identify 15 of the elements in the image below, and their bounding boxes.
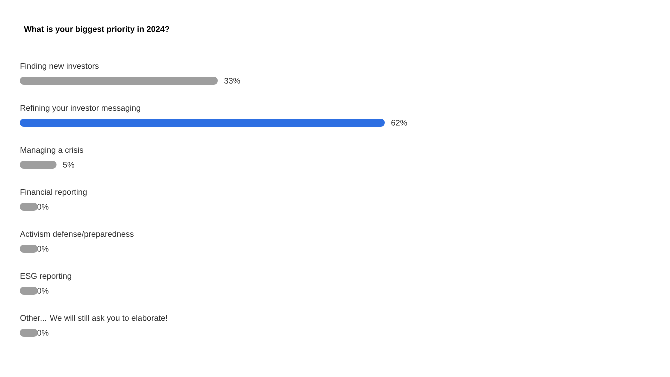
y-tick-label: ESG reporting <box>20 273 72 281</box>
data-label: 0% <box>38 330 49 336</box>
data-label: 0% <box>38 288 49 294</box>
y-tick-label: Other... We will still ask you to elaborate! <box>20 315 168 323</box>
y-tick-label: Managing a crisis <box>20 147 84 155</box>
data-label: 62% <box>392 120 408 126</box>
y-tick-label: Financial reporting <box>20 189 87 197</box>
y-tick-label: Activism defense/preparedness <box>20 231 134 239</box>
data-label: 0% <box>38 204 49 210</box>
chart-title: What is your biggest priority in 2024? <box>24 26 170 34</box>
data-label: 0% <box>38 246 49 252</box>
y-tick-label: Finding new investors <box>20 63 99 71</box>
y-tick-label: Refining your investor messaging <box>20 105 140 113</box>
data-label: 33% <box>224 78 240 84</box>
data-label: 5% <box>63 162 74 168</box>
